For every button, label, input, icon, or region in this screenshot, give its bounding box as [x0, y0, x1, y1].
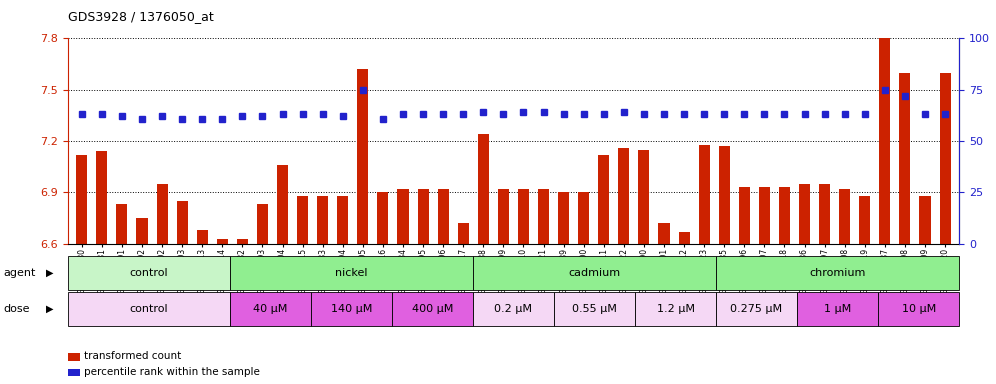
Bar	[840, 189, 851, 244]
Bar	[230, 292, 311, 326]
Text: 0.2 μM: 0.2 μM	[494, 304, 533, 314]
Bar	[638, 150, 649, 244]
Text: 0.275 μM: 0.275 μM	[730, 304, 783, 314]
Text: agent: agent	[3, 268, 36, 278]
Text: 140 μM: 140 μM	[331, 304, 373, 314]
Text: control: control	[129, 268, 168, 278]
Bar	[136, 218, 147, 244]
Text: transformed count: transformed count	[84, 351, 181, 361]
Bar	[217, 239, 228, 244]
Bar	[473, 256, 716, 290]
Bar	[257, 204, 268, 244]
Bar	[599, 155, 610, 244]
Text: percentile rank within the sample: percentile rank within the sample	[84, 367, 260, 377]
Bar	[397, 189, 408, 244]
Bar	[878, 292, 959, 326]
Bar	[117, 204, 127, 244]
Bar	[68, 256, 230, 290]
Bar	[759, 187, 770, 244]
Bar	[297, 196, 308, 244]
Text: ▶: ▶	[46, 268, 54, 278]
Text: nickel: nickel	[335, 268, 368, 278]
Bar	[176, 201, 187, 244]
Text: 1.2 μM: 1.2 μM	[656, 304, 694, 314]
Bar	[554, 292, 635, 326]
Bar	[797, 292, 878, 326]
Bar	[919, 196, 930, 244]
Bar	[698, 144, 710, 244]
Bar	[678, 232, 689, 244]
Bar	[358, 69, 369, 244]
Bar	[478, 134, 489, 244]
Text: dose: dose	[3, 304, 30, 314]
Text: 1 μM: 1 μM	[824, 304, 852, 314]
Text: 10 μM: 10 μM	[901, 304, 936, 314]
Text: cadmium: cadmium	[569, 268, 621, 278]
Bar	[391, 292, 473, 326]
Bar	[230, 256, 473, 290]
Bar	[317, 196, 329, 244]
Bar	[311, 292, 391, 326]
Bar	[277, 165, 288, 244]
Bar	[77, 155, 88, 244]
Text: 400 μM: 400 μM	[411, 304, 453, 314]
Bar	[458, 223, 469, 244]
Bar	[97, 151, 108, 244]
Bar	[473, 292, 554, 326]
Bar	[538, 189, 549, 244]
Bar	[716, 256, 959, 290]
Text: chromium: chromium	[810, 268, 866, 278]
Bar	[939, 73, 950, 244]
Bar	[417, 189, 428, 244]
Bar	[658, 223, 669, 244]
Text: 0.55 μM: 0.55 μM	[572, 304, 617, 314]
Text: ▶: ▶	[46, 304, 54, 314]
Bar	[860, 196, 871, 244]
Bar	[716, 292, 797, 326]
Bar	[579, 192, 590, 244]
Bar	[498, 189, 509, 244]
Bar	[377, 192, 388, 244]
Bar	[237, 239, 248, 244]
Bar	[437, 189, 448, 244]
Bar	[635, 292, 716, 326]
Bar	[619, 148, 629, 244]
Bar	[719, 146, 730, 244]
Text: control: control	[129, 304, 168, 314]
Bar	[197, 230, 208, 244]
Bar	[338, 196, 349, 244]
Bar	[739, 187, 750, 244]
Bar	[799, 184, 810, 244]
Bar	[899, 73, 910, 244]
Bar	[68, 292, 230, 326]
Bar	[879, 38, 890, 244]
Bar	[819, 184, 830, 244]
Bar	[558, 192, 569, 244]
Bar	[518, 189, 529, 244]
Bar	[156, 184, 167, 244]
Text: 40 μM: 40 μM	[253, 304, 288, 314]
Text: GDS3928 / 1376050_at: GDS3928 / 1376050_at	[68, 10, 213, 23]
Bar	[779, 187, 790, 244]
